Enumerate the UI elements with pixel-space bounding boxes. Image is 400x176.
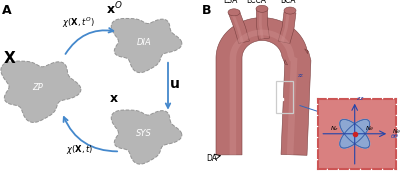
Text: $\chi(\mathbf{X},t)$: $\chi(\mathbf{X},t)$ — [66, 143, 94, 156]
Text: B: B — [202, 4, 212, 17]
Polygon shape — [340, 120, 370, 148]
Text: $zz$: $zz$ — [356, 95, 364, 102]
Polygon shape — [111, 110, 182, 164]
Polygon shape — [278, 12, 296, 43]
Text: SYS: SYS — [136, 129, 152, 138]
Text: ZP: ZP — [33, 83, 43, 93]
Text: zz: zz — [298, 73, 304, 78]
Text: $N_\theta$: $N_\theta$ — [392, 127, 400, 136]
Polygon shape — [256, 9, 270, 39]
Polygon shape — [340, 120, 370, 148]
Polygon shape — [230, 30, 298, 155]
Text: $\mathbf{x}^O$: $\mathbf{x}^O$ — [106, 1, 122, 17]
Ellipse shape — [256, 5, 268, 12]
Text: LSA: LSA — [223, 0, 237, 5]
Text: $\theta\theta$: $\theta\theta$ — [390, 132, 400, 140]
Text: $\mathbf{u}$: $\mathbf{u}$ — [169, 77, 179, 92]
Text: LCCA: LCCA — [246, 0, 266, 5]
Polygon shape — [111, 18, 182, 73]
Text: BCA: BCA — [280, 0, 296, 5]
Polygon shape — [259, 9, 264, 39]
FancyArrowPatch shape — [64, 117, 117, 151]
Text: $N_z$: $N_z$ — [330, 124, 338, 133]
Polygon shape — [281, 12, 290, 42]
Text: DA: DA — [206, 154, 218, 163]
FancyArrowPatch shape — [66, 28, 113, 54]
Polygon shape — [340, 120, 370, 148]
Ellipse shape — [284, 7, 296, 14]
Text: $\mathbf{x}$: $\mathbf{x}$ — [109, 92, 119, 105]
Polygon shape — [340, 120, 370, 148]
Text: A: A — [2, 4, 12, 17]
FancyArrowPatch shape — [166, 63, 170, 108]
Polygon shape — [231, 12, 244, 43]
Polygon shape — [229, 11, 250, 43]
Text: DIA: DIA — [137, 38, 151, 47]
Ellipse shape — [228, 9, 240, 16]
Text: $\chi(\mathbf{X},t^O)$: $\chi(\mathbf{X},t^O)$ — [62, 16, 94, 30]
Text: $\mathbf{X}$: $\mathbf{X}$ — [3, 50, 17, 66]
Polygon shape — [1, 61, 81, 122]
Polygon shape — [216, 18, 311, 155]
Bar — [276, 81, 293, 113]
Text: $N_\theta$: $N_\theta$ — [365, 124, 374, 133]
